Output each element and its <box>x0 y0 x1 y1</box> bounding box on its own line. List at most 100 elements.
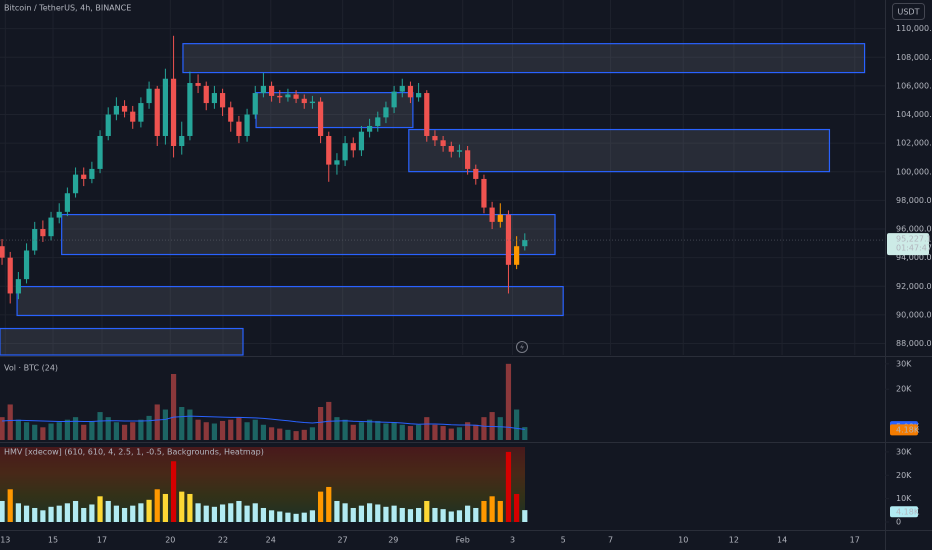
volume-bar <box>448 428 454 440</box>
volume-bar <box>15 419 21 440</box>
hmv-bar <box>522 510 528 522</box>
volume-bar <box>97 412 103 440</box>
volume-bar <box>48 423 54 440</box>
volume-bar <box>489 412 495 440</box>
volume-bar <box>301 429 307 440</box>
candle-body <box>424 93 430 136</box>
candle-body <box>162 78 169 136</box>
hmv-bar <box>301 512 307 522</box>
hmv-bar <box>514 493 520 522</box>
y-tick-label: 106,000.00 <box>896 81 932 90</box>
volume-bar <box>440 426 446 440</box>
candle-body <box>130 111 136 122</box>
volume-bar <box>228 419 234 440</box>
candle-body <box>7 257 13 294</box>
volume-title: Vol · BTC (24) <box>4 364 58 373</box>
volume-bar <box>473 424 479 440</box>
candle-body <box>105 114 111 136</box>
hmv-bar <box>489 496 495 522</box>
volume-bar <box>7 404 13 440</box>
y-tick-label: 20K <box>896 385 912 394</box>
hmv-bar <box>505 451 512 522</box>
volume-bar <box>89 420 95 440</box>
volume-bar <box>293 431 299 440</box>
volume-bar <box>146 415 152 440</box>
hmv-bar <box>350 507 356 522</box>
volume-bar <box>375 420 381 440</box>
volume-bar <box>32 424 38 440</box>
x-tick-label: Feb <box>456 536 470 545</box>
x-tick-label: 20 <box>165 536 175 545</box>
hmv-bar <box>465 505 471 522</box>
y-tick-label: 20K <box>896 471 912 480</box>
candle-body <box>416 93 422 98</box>
x-tick-label: 24 <box>266 536 276 545</box>
x-tick-label: 15 <box>48 536 58 545</box>
x-tick-label: 22 <box>218 536 228 545</box>
zone <box>0 327 244 356</box>
volume-bar <box>317 406 324 440</box>
candle-body <box>358 131 365 151</box>
x-tick-label: 5 <box>561 536 566 545</box>
volume-bar <box>187 409 193 440</box>
candle-body <box>367 125 373 132</box>
candle-body <box>154 88 160 136</box>
hmv-bar <box>162 493 169 522</box>
y-tick-label: 100,000.00 <box>896 167 932 176</box>
volume-bar <box>383 423 389 440</box>
volume-bar <box>522 427 528 440</box>
volume-bar <box>350 424 356 440</box>
volume-bar <box>252 419 258 440</box>
zone <box>255 92 414 129</box>
y-tick-label: 30K <box>896 447 912 456</box>
hmv-bar <box>170 461 177 522</box>
candle-body <box>146 88 152 104</box>
candle-body <box>268 85 275 96</box>
replay-icon[interactable] <box>516 341 528 353</box>
candle-body <box>489 207 495 222</box>
hmv-bar <box>391 505 397 522</box>
volume-bar <box>138 419 144 440</box>
volume-bar <box>121 424 128 440</box>
y-tick-label: 104,000.00 <box>896 110 932 119</box>
last-price-box <box>887 233 929 256</box>
hmv-bar <box>285 512 291 522</box>
hmv-bar <box>456 510 463 522</box>
hmv-bar <box>23 505 30 522</box>
x-tick-label: 29 <box>388 536 398 545</box>
candle-body <box>448 146 454 152</box>
hmv-bar <box>236 500 242 522</box>
candle-body <box>72 174 79 194</box>
candle-body <box>32 229 38 251</box>
hmv-bar <box>309 510 316 522</box>
volume-bar <box>391 422 397 440</box>
candle-body <box>260 85 267 94</box>
x-tick-label: 17 <box>850 536 860 545</box>
currency-button[interactable] <box>892 3 925 20</box>
candle-body <box>211 93 218 104</box>
hmv-bar <box>211 506 218 522</box>
volume-bar <box>481 417 487 440</box>
hmv-bar <box>219 504 226 522</box>
candle-body <box>505 214 512 265</box>
hmv-bar <box>375 504 381 522</box>
candle-body <box>187 83 193 136</box>
currency-label[interactable]: USDT <box>898 8 920 17</box>
candle-body <box>465 150 471 169</box>
hmv-bar <box>195 503 201 522</box>
candle-body <box>40 229 46 237</box>
x-tick-label: 3 <box>510 536 515 545</box>
candle-body <box>219 93 226 108</box>
volume-bar <box>244 422 250 440</box>
candle-body <box>473 168 479 179</box>
hmv-bar <box>497 500 503 522</box>
hmv-bar <box>72 500 79 522</box>
volume-bar <box>399 424 405 440</box>
candle-body <box>236 121 242 136</box>
hmv-bar <box>440 509 446 522</box>
hmv-bar <box>358 505 365 522</box>
hmv-bar <box>81 507 87 522</box>
y-tick-label: 0 <box>896 518 901 527</box>
